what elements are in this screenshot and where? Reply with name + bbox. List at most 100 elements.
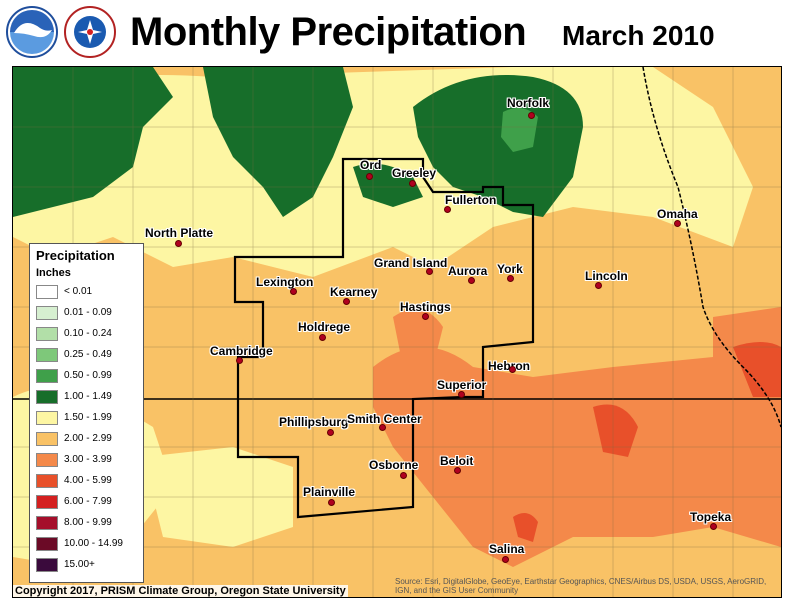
city-label-phillipsburg: Phillipsburg (279, 415, 349, 429)
city-label-salina: Salina (489, 542, 525, 556)
legend-swatch (36, 537, 58, 551)
precipitation-legend: Precipitation Inches < 0.01 0.01 - 0.09 0.… (29, 243, 144, 583)
city-marker-plainville (328, 499, 335, 506)
city-marker-aurora (468, 277, 475, 284)
city-label-superior: Superior (437, 378, 487, 392)
city-label-hastings: Hastings (400, 300, 451, 314)
legend-label: 0.25 - 0.49 (64, 349, 112, 360)
legend-swatch (36, 495, 58, 509)
city-label-omaha: Omaha (657, 207, 698, 221)
city-marker-ord (366, 173, 373, 180)
legend-label: 6.00 - 7.99 (64, 496, 112, 507)
legend-swatch (36, 411, 58, 425)
city-marker-cambridge (236, 357, 243, 364)
city-marker-hebron (509, 366, 516, 373)
city-marker-greeley (409, 180, 416, 187)
map-title: Monthly Precipitation (130, 10, 527, 54)
city-label-aurora: Aurora (448, 264, 488, 278)
city-label-lexington: Lexington (256, 275, 314, 289)
legend-label: 15.00+ (64, 559, 95, 570)
city-marker-norfolk (528, 112, 535, 119)
legend-title: Precipitation (36, 248, 115, 263)
legend-label: 0.10 - 0.24 (64, 328, 112, 339)
legend-row: < 0.01 (36, 284, 144, 302)
legend-label: 4.00 - 5.99 (64, 475, 112, 486)
city-label-lincoln: Lincoln (585, 269, 628, 283)
legend-swatch (36, 369, 58, 383)
city-label-topeka: Topeka (690, 510, 732, 524)
national-weather-service-logo (64, 6, 116, 58)
city-marker-phillipsburg (327, 429, 334, 436)
city-marker-hastings (422, 313, 429, 320)
city-marker-north-platte (175, 240, 182, 247)
city-marker-smith-center (379, 424, 386, 431)
legend-swatch (36, 327, 58, 341)
city-label-york: York (497, 262, 523, 276)
city-label-north-platte: North Platte (145, 226, 214, 240)
legend-label: 1.00 - 1.49 (64, 391, 112, 402)
city-marker-kearney (343, 298, 350, 305)
legend-swatch (36, 285, 58, 299)
copyright-text: Copyright 2017, PRISM Climate Group, Ore… (13, 585, 348, 597)
legend-row: 1.50 - 1.99 (36, 410, 144, 428)
legend-row: 3.00 - 3.99 (36, 452, 144, 470)
city-marker-holdrege (319, 334, 326, 341)
city-marker-lexington (290, 288, 297, 295)
legend-label: 10.00 - 14.99 (64, 538, 123, 549)
city-marker-lincoln (595, 282, 602, 289)
city-label-holdrege: Holdrege (298, 320, 351, 334)
legend-row: 10.00 - 14.99 (36, 536, 144, 554)
legend-swatch (36, 348, 58, 362)
legend-row: 8.00 - 9.99 (36, 515, 144, 533)
city-label-plainville: Plainville (303, 485, 356, 499)
city-marker-salina (502, 556, 509, 563)
legend-label: < 0.01 (64, 286, 93, 297)
legend-swatch (36, 453, 58, 467)
legend-swatch (36, 306, 58, 320)
legend-row: 6.00 - 7.99 (36, 494, 144, 512)
legend-swatch (36, 516, 58, 530)
city-marker-fullerton (444, 206, 451, 213)
header: Monthly Precipitation March 2010 (0, 0, 792, 64)
city-marker-omaha (674, 220, 681, 227)
city-label-cambridge: Cambridge (210, 344, 273, 358)
legend-label: 3.00 - 3.99 (64, 454, 112, 465)
city-label-norfolk: Norfolk (507, 96, 549, 110)
legend-swatch (36, 558, 58, 572)
legend-label: 0.50 - 0.99 (64, 370, 112, 381)
city-label-greeley: Greeley (392, 166, 437, 180)
legend-row: 0.25 - 0.49 (36, 347, 144, 365)
city-marker-york (507, 275, 514, 282)
source-attribution: Source: Esri, DigitalGlobe, GeoEye, Eart… (395, 577, 767, 595)
legend-label: 8.00 - 9.99 (64, 517, 112, 528)
city-marker-superior (458, 391, 465, 398)
city-label-fullerton: Fullerton (445, 193, 497, 207)
legend-row: 0.50 - 0.99 (36, 368, 144, 386)
city-marker-osborne (400, 472, 407, 479)
legend-row: 1.00 - 1.49 (36, 389, 144, 407)
legend-row: 0.10 - 0.24 (36, 326, 144, 344)
city-marker-topeka (710, 523, 717, 530)
city-label-kearney: Kearney (330, 285, 378, 299)
legend-swatch (36, 474, 58, 488)
legend-units: Inches (36, 267, 71, 279)
legend-label: 1.50 - 1.99 (64, 412, 112, 423)
city-label-ord: Ord (360, 158, 382, 172)
city-marker-beloit (454, 467, 461, 474)
city-label-grand-island: Grand Island (374, 256, 448, 270)
legend-row: 15.00+ (36, 557, 144, 575)
legend-row: 4.00 - 5.99 (36, 473, 144, 491)
city-marker-grand-island (426, 268, 433, 275)
city-label-beloit: Beloit (440, 454, 474, 468)
legend-row: 0.01 - 0.09 (36, 305, 144, 323)
legend-label: 2.00 - 2.99 (64, 433, 112, 444)
legend-swatch (36, 390, 58, 404)
legend-swatch (36, 432, 58, 446)
city-label-osborne: Osborne (369, 458, 419, 472)
city-label-hebron: Hebron (488, 359, 530, 373)
city-label-smith-center: Smith Center (347, 412, 422, 426)
legend-row: 2.00 - 2.99 (36, 431, 144, 449)
legend-label: 0.01 - 0.09 (64, 307, 112, 318)
map-date: March 2010 (562, 20, 715, 51)
noaa-logo (6, 6, 58, 58)
